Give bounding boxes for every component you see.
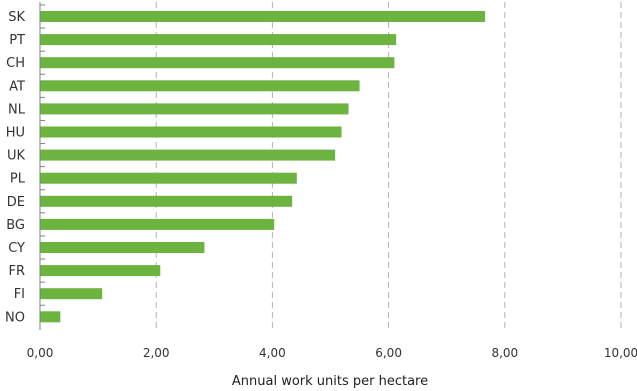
- category-label-sk: SK: [8, 10, 25, 25]
- bar-uk: [40, 149, 336, 161]
- category-label-nl: NL: [8, 102, 26, 117]
- x-tick-label-5: 10,00: [604, 346, 637, 360]
- x-tick-label-3: 6,00: [375, 346, 402, 360]
- bar-at: [40, 80, 360, 92]
- category-label-pt: PT: [9, 33, 25, 48]
- bar-cy: [40, 242, 205, 253]
- bar-pl: [40, 172, 297, 184]
- x-axis-title: Annual work units per hectare: [232, 374, 428, 389]
- category-label-hu: HU: [6, 126, 25, 141]
- bar-de: [40, 195, 293, 207]
- grid-lines: [155, 2, 622, 330]
- x-tick-label-1: 2,00: [143, 346, 170, 360]
- bar-nl: [40, 103, 349, 115]
- x-tick-label-4: 8,00: [491, 346, 518, 360]
- category-labels: SK PT CH AT NL HU UK PL DE BG CY FR FI NO: [5, 4, 45, 325]
- x-tick-label-0: 0,00: [27, 346, 54, 360]
- bar-sk: [40, 11, 486, 22]
- category-label-fr: FR: [8, 264, 25, 279]
- category-label-fi: FI: [14, 287, 25, 302]
- category-label-ch: CH: [6, 56, 25, 71]
- bar-pt: [40, 34, 397, 46]
- category-label-bg: BG: [6, 218, 25, 233]
- bars: [40, 11, 486, 323]
- bar-hu: [40, 126, 342, 138]
- category-label-at: AT: [9, 79, 25, 94]
- category-label-uk: UK: [7, 149, 26, 164]
- x-tick-label-2: 4,00: [259, 346, 286, 360]
- bar-bg: [40, 218, 275, 230]
- x-tick-labels: 0,00 2,00 4,00 6,00 8,00 10,00: [27, 346, 637, 360]
- bar-fi: [40, 288, 103, 300]
- bar-fr: [40, 265, 161, 277]
- bar-ch: [40, 57, 395, 69]
- category-label-no: NO: [5, 310, 25, 325]
- category-label-pl: PL: [10, 172, 26, 187]
- category-label-cy: CY: [8, 241, 25, 256]
- category-label-de: DE: [7, 195, 25, 210]
- bar-no: [40, 311, 61, 323]
